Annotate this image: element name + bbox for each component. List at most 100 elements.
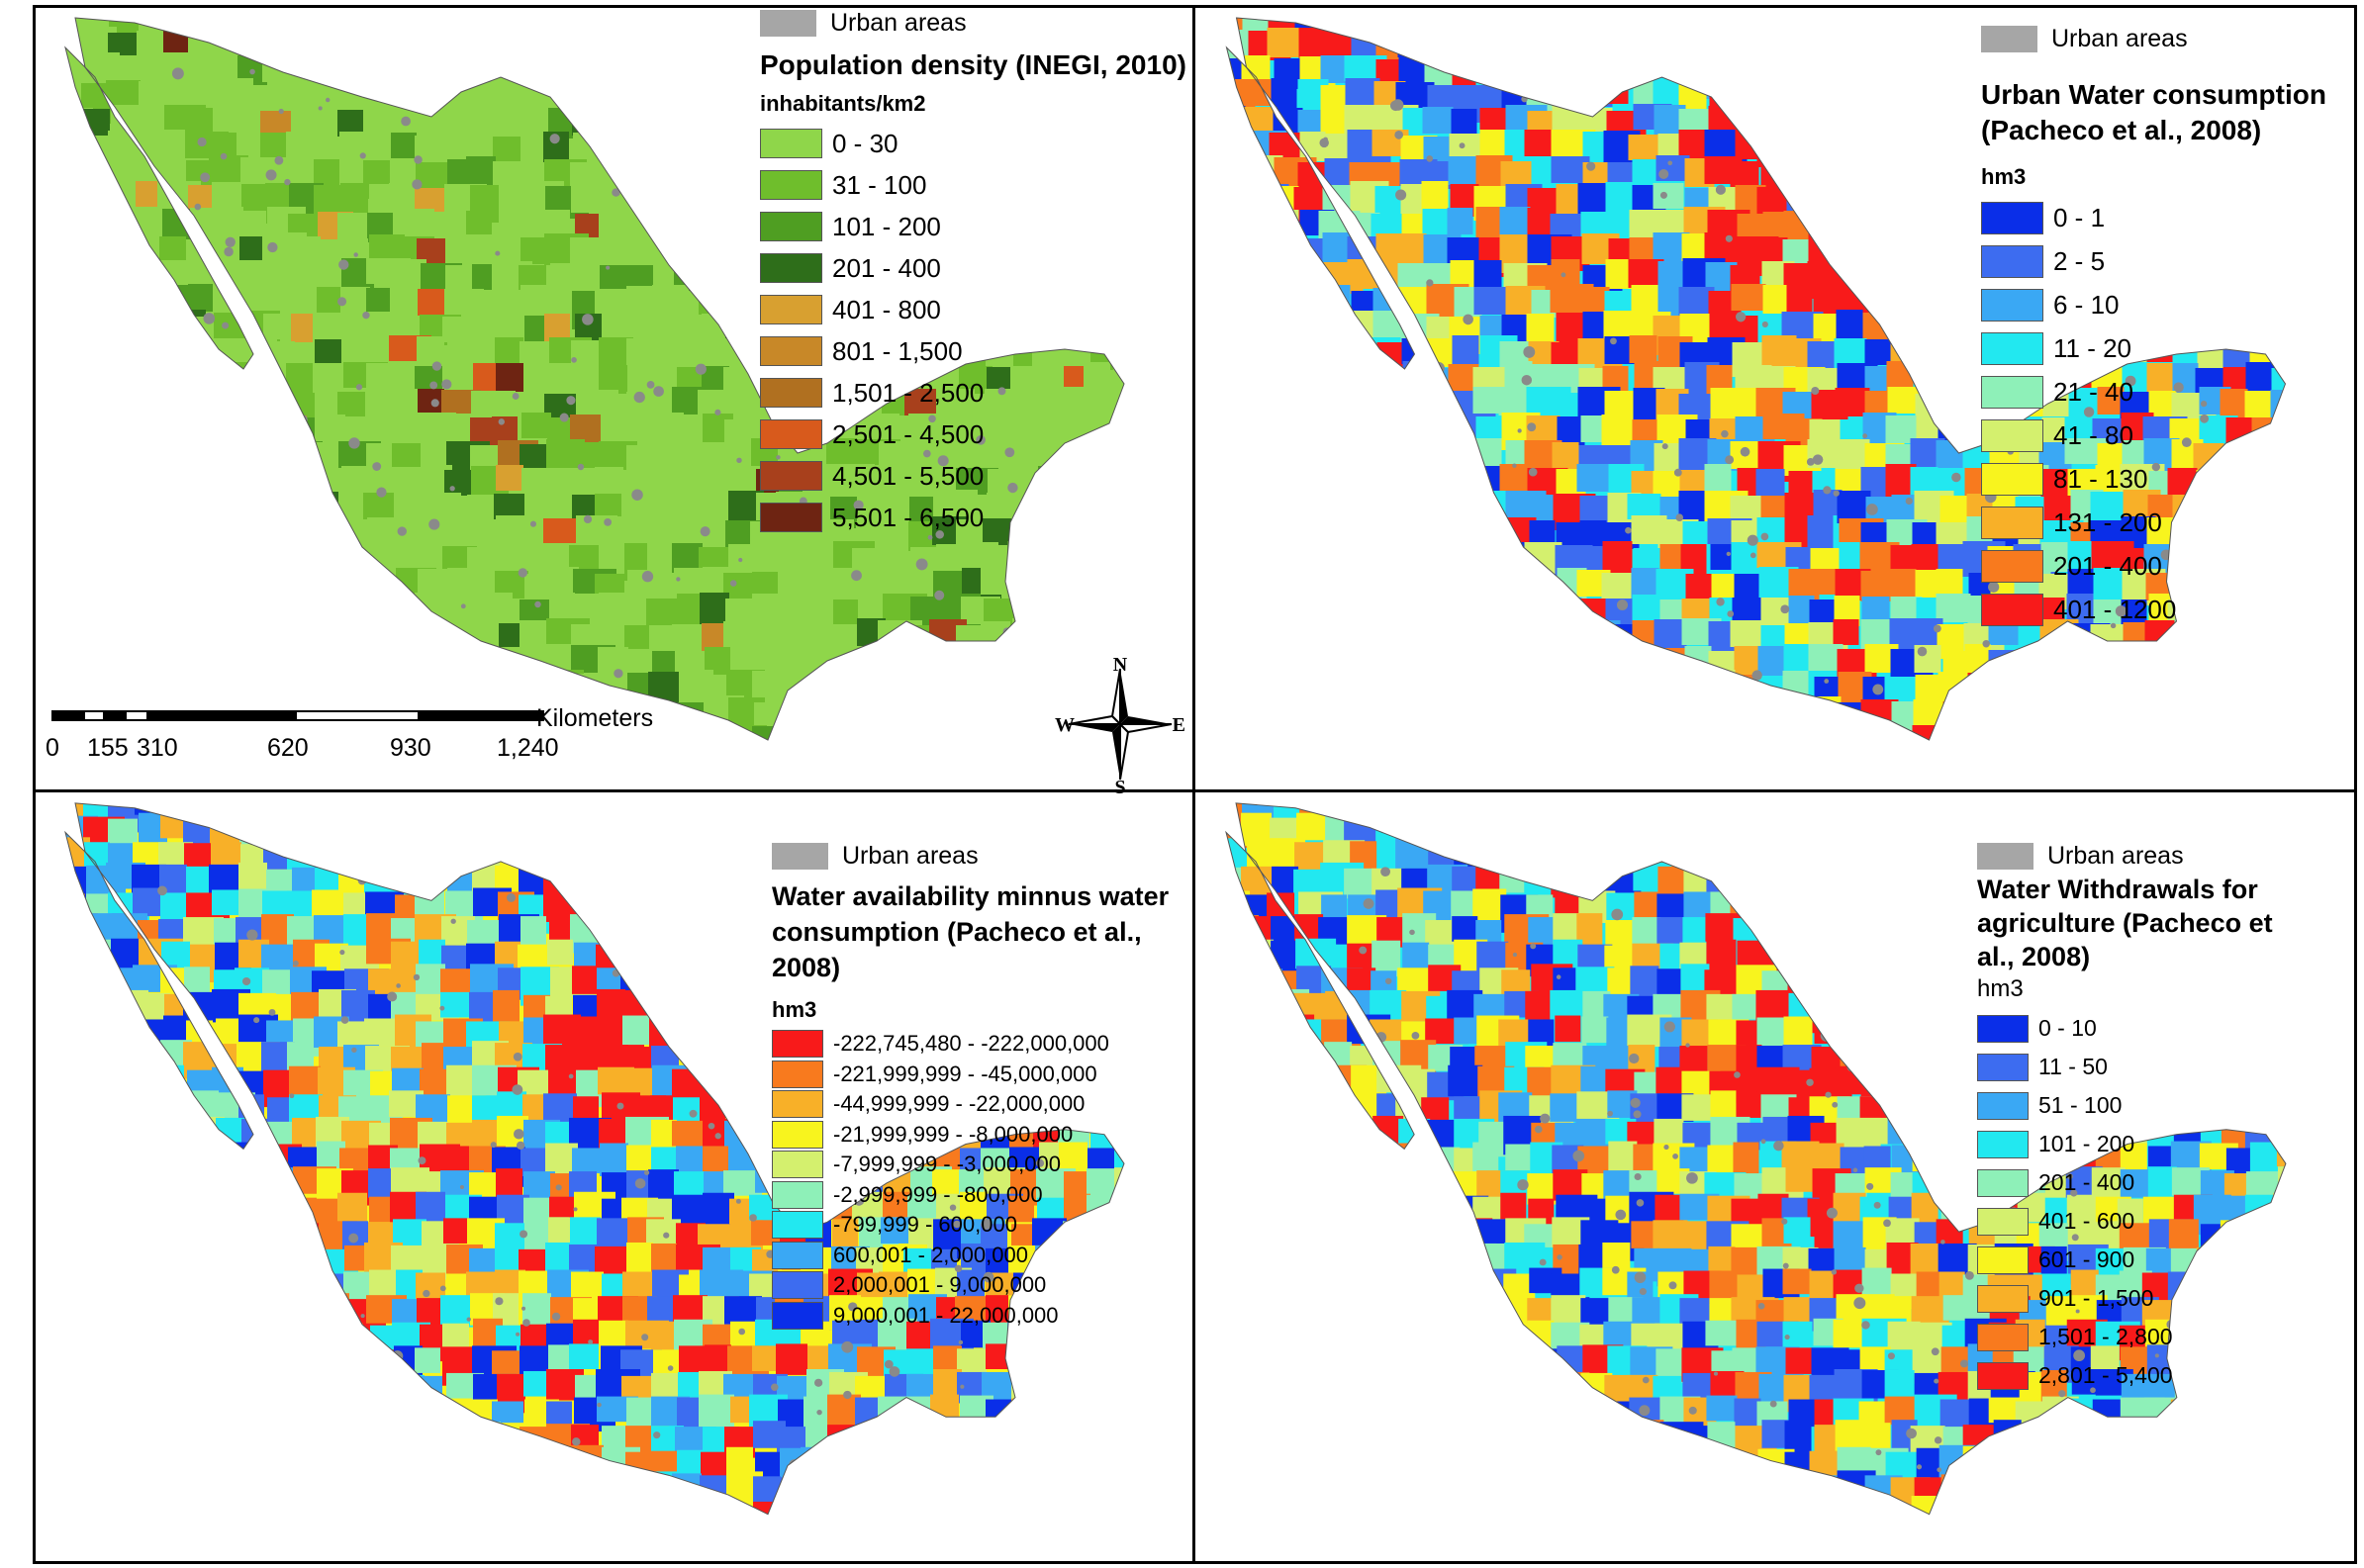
legend-swatch <box>1977 1168 2029 1197</box>
legend-swatch <box>760 461 822 491</box>
scale-bar-segment <box>83 710 105 721</box>
legend-swatch <box>772 1301 823 1330</box>
legend-swatch <box>1977 1361 2029 1390</box>
legend-class-label: 5,501 - 6,500 <box>832 502 985 532</box>
compass-e: E <box>1173 714 1185 736</box>
legend-swatch <box>772 1060 823 1088</box>
legend-class: 21 - 40 <box>1981 370 2326 414</box>
legend-class-label: 4,501 - 5,500 <box>832 460 985 491</box>
legend-class-label: 6 - 10 <box>2053 289 2120 320</box>
legend-swatch <box>1977 1284 2029 1313</box>
compass-n: N <box>1113 655 1128 676</box>
legend-urban-areas: Urban areas <box>1981 22 2326 55</box>
map-water-availability <box>64 802 1125 1516</box>
legend-class-label: 201 - 400 <box>2053 550 2162 581</box>
legend-class-label: -2,999,999 - -800,000 <box>833 1181 1043 1207</box>
legend-class-label: -221,999,999 - -45,000,000 <box>833 1061 1097 1086</box>
legend-class: 131 - 200 <box>1981 501 2326 544</box>
legend-class: 801 - 1,500 <box>760 330 1186 372</box>
legend-class-label: 2 - 5 <box>2053 245 2106 276</box>
legend-class-label: -44,999,999 - -22,000,000 <box>833 1091 1086 1117</box>
scale-tick-0: 0 <box>46 734 59 762</box>
legend-swatch <box>760 295 822 324</box>
legend-unit: inhabitants/km2 <box>760 91 926 116</box>
scale-tick-930: 930 <box>390 734 431 762</box>
legend-class-label: -222,745,480 - -222,000,000 <box>833 1031 1109 1057</box>
legend-class-label: 901 - 1,500 <box>2038 1285 2154 1311</box>
legend-class-label: 9,000,001 - 22,000,000 <box>833 1302 1059 1328</box>
legend-population-density: Urban areas Population density (INEGI, 2… <box>760 6 1186 538</box>
legend-class-label: 601 - 900 <box>2038 1246 2135 1272</box>
legend-class: -799,999 - 600,000 <box>772 1210 1169 1241</box>
legend-swatch <box>1977 1207 2029 1236</box>
legend-swatch <box>772 1151 823 1179</box>
map-outline <box>64 830 254 1151</box>
map-outline <box>74 17 1125 741</box>
legend-class: 2,000,001 - 9,000,000 <box>772 1270 1169 1301</box>
compass-w: W <box>1055 714 1075 736</box>
legend-class-label: 41 - 80 <box>2053 419 2133 450</box>
legend-class-label: 401 - 1200 <box>2053 594 2177 624</box>
legend-swatch <box>1977 1245 2029 1274</box>
scale-tick-310: 310 <box>137 734 178 762</box>
legend-class-label: 21 - 40 <box>2053 376 2133 407</box>
legend-class: 401 - 600 <box>1977 1202 2273 1241</box>
legend-class-label: 31 - 100 <box>832 169 927 200</box>
scale-bar-segment <box>295 710 420 721</box>
urban-areas-swatch <box>1981 25 2037 52</box>
legend-swatch <box>1977 1091 2029 1120</box>
map-population-density <box>64 17 1125 741</box>
legend-swatch <box>1981 549 2043 583</box>
legend-swatch <box>1981 375 2043 409</box>
legend-class: 201 - 400 <box>1981 544 2326 588</box>
legend-swatch <box>772 1120 823 1149</box>
legend-class: 81 - 130 <box>1981 457 2326 501</box>
legend-classes: -222,745,480 - -222,000,000 -221,999,999 … <box>772 1029 1169 1331</box>
legend-swatch <box>760 419 822 449</box>
legend-swatch <box>772 1180 823 1209</box>
map-agricultural-withdrawals <box>1225 802 2287 1516</box>
legend-unit: hm3 <box>1977 975 2024 1002</box>
scale-bar-segment <box>420 710 544 721</box>
legend-class: 600,001 - 2,000,000 <box>772 1241 1169 1271</box>
scale-bar-segment <box>125 710 148 721</box>
legend-class: 2 - 5 <box>1981 239 2326 283</box>
map-urban-water-consumption <box>1225 17 2287 741</box>
legend-class: 41 - 80 <box>1981 414 2326 457</box>
legend-class-label: 1,501 - 2,800 <box>2038 1324 2173 1349</box>
legend-class: 201 - 400 <box>1977 1163 2273 1202</box>
legend-class: 101 - 200 <box>1977 1125 2273 1163</box>
legend-class-label: 2,501 - 4,500 <box>832 418 985 449</box>
legend-class: 11 - 20 <box>1981 326 2326 370</box>
legend-swatch <box>772 1271 823 1300</box>
legend-class: 401 - 1200 <box>1981 588 2326 631</box>
north-arrow-icon: N S E W <box>1055 655 1185 793</box>
legend-class-label: 0 - 10 <box>2038 1015 2097 1041</box>
legend-class-label: 11 - 20 <box>2053 332 2132 363</box>
legend-class-label: -799,999 - 600,000 <box>833 1212 1017 1238</box>
legend-class: -2,999,999 - -800,000 <box>772 1180 1169 1211</box>
legend-class: 1,501 - 2,500 <box>760 372 1186 414</box>
legend-swatch <box>1981 201 2043 234</box>
legend-class-label: 401 - 600 <box>2038 1208 2135 1234</box>
legend-swatch <box>1981 462 2043 496</box>
map-outline <box>64 46 254 370</box>
legend-class-label: 2,801 - 5,400 <box>2038 1362 2173 1388</box>
legend-class-label: 401 - 800 <box>832 294 941 324</box>
urban-areas-swatch <box>772 842 828 870</box>
legend-title: Water availability minnus water consumpt… <box>772 881 1170 982</box>
legend-swatch <box>1981 418 2043 452</box>
scale-tick-620: 620 <box>267 734 309 762</box>
legend-swatch <box>772 1211 823 1240</box>
legend-class-label: 600,001 - 2,000,000 <box>833 1242 1028 1267</box>
legend-class: 201 - 400 <box>760 247 1186 289</box>
legend-swatch <box>1977 1130 2029 1158</box>
legend-swatch <box>1981 506 2043 539</box>
panel-divider-vertical <box>1192 5 1195 1564</box>
legend-class-label: 11 - 50 <box>2038 1054 2108 1079</box>
legend-class: 2,801 - 5,400 <box>1977 1356 2273 1395</box>
legend-swatch <box>1977 1323 2029 1351</box>
map-outline <box>74 802 1125 1516</box>
legend-class-label: 0 - 1 <box>2053 202 2106 232</box>
legend-class-label: 81 - 130 <box>2053 463 2148 494</box>
